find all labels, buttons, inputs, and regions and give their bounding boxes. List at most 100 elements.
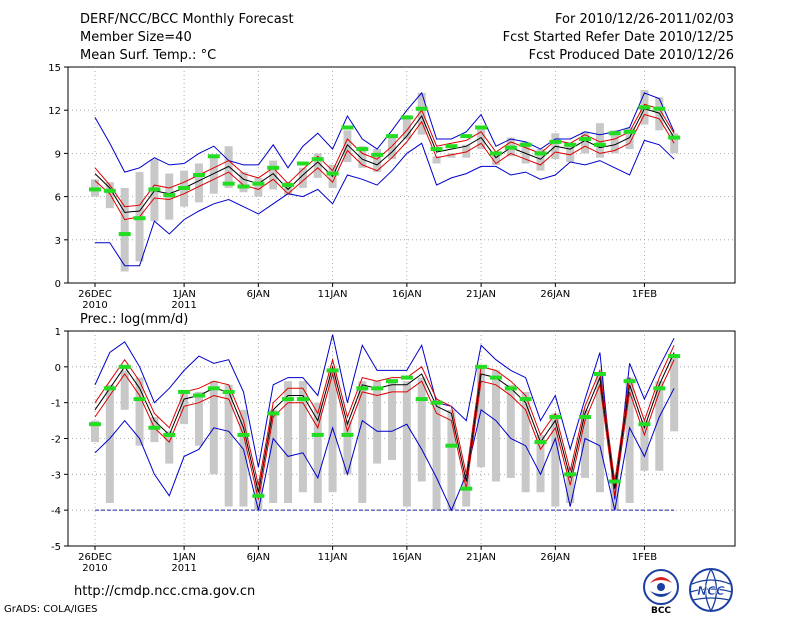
precip-obs-marker xyxy=(267,411,280,416)
precip-spread-bar xyxy=(595,374,604,493)
x-tick-label: 1FEB xyxy=(632,289,657,300)
precip-obs-marker xyxy=(326,368,339,373)
precip-obs-marker xyxy=(534,440,547,445)
bcc-logo-swirl-bottom xyxy=(650,591,672,597)
temp-obs-marker xyxy=(430,147,443,152)
temp-obs-marker xyxy=(118,232,131,237)
source-url[interactable]: http://cmdp.ncc.cma.gov.cn xyxy=(74,584,256,599)
temp-obs-marker xyxy=(668,135,681,140)
x-tick-label: 16JAN xyxy=(392,289,422,300)
precip-spread-bar xyxy=(91,420,99,443)
x-tick-label: 26DEC xyxy=(78,289,112,300)
precip-spread-bar xyxy=(284,381,293,503)
temp-obs-marker xyxy=(534,151,547,156)
temp-spread-bar xyxy=(447,153,456,158)
precip-obs-marker xyxy=(519,397,532,402)
precip-obs-marker xyxy=(475,364,488,369)
bcc-logo: BCC xyxy=(643,569,679,615)
precip-obs-marker xyxy=(103,386,116,391)
temp-obs-marker xyxy=(222,181,235,186)
bcc-logo-text: BCC xyxy=(651,606,671,615)
y-tick-label: -1 xyxy=(51,399,61,410)
temp-obs-marker xyxy=(356,147,369,152)
bcc-logo-center xyxy=(657,583,665,591)
temp-obs-marker xyxy=(163,193,176,198)
x-tick-label: 11JAN xyxy=(318,289,348,300)
precip-spread-bar xyxy=(655,381,664,471)
temp-obs-marker xyxy=(192,173,205,177)
y-tick-label: 15 xyxy=(48,63,61,74)
x-tick-label: 6JAN xyxy=(247,289,270,300)
temp-spread-bar xyxy=(625,127,634,150)
precip-spread-bar xyxy=(343,420,352,475)
temp-obs-marker xyxy=(252,181,265,186)
temp-obs-marker xyxy=(207,154,220,159)
precip-obs-marker xyxy=(252,493,265,498)
precip-obs-marker xyxy=(430,400,443,405)
temp-spread-bar xyxy=(120,187,129,272)
temp-spread-bar xyxy=(254,177,263,197)
precip-obs-marker xyxy=(192,393,205,398)
temp-obs-marker xyxy=(504,145,517,150)
precip-spread-bar xyxy=(506,384,515,478)
precip-lower-envelope-line xyxy=(94,388,675,512)
y-tick-label: 0 xyxy=(55,279,61,290)
precip-spread-bar xyxy=(373,381,382,464)
temp-upper-envelope-line xyxy=(94,91,675,173)
y-tick-label: -5 xyxy=(51,542,61,553)
ncc-logo-longitude-lines xyxy=(704,568,718,612)
precip-obs-marker xyxy=(89,422,101,427)
precip-obs-marker xyxy=(415,397,428,402)
temp-obs-marker xyxy=(326,171,339,176)
precip-obs-marker xyxy=(237,432,250,437)
temp-spread-bar xyxy=(610,130,619,154)
bcc-logo-swirl-top xyxy=(650,577,672,583)
temp-obs-marker xyxy=(267,165,280,170)
precip-obs-marker xyxy=(148,425,161,430)
temp-obs-marker xyxy=(460,134,473,139)
temp-obs-marker xyxy=(148,187,161,192)
y-tick-label: 12 xyxy=(48,106,61,117)
temp-spread-bar xyxy=(521,141,530,164)
temp-obs-marker xyxy=(579,137,592,141)
temp-ensemble-mean-line xyxy=(94,108,675,213)
precip-inner-lower-line xyxy=(94,359,675,500)
y-tick-label: -3 xyxy=(51,470,61,481)
y-tick-label: 1 xyxy=(55,327,61,338)
ncc-logo-text: NCC xyxy=(697,584,725,598)
temp-obs-marker xyxy=(296,161,309,166)
temp-obs-marker xyxy=(133,216,146,221)
temp-obs-marker xyxy=(282,183,295,188)
temp-spread-bar xyxy=(566,143,575,163)
precip-obs-marker xyxy=(504,386,517,391)
fcst-produced-date: Fcst Produced Date 2010/12/26 xyxy=(528,48,734,63)
precip-spread-bar xyxy=(477,366,486,468)
y-tick-label: 0 xyxy=(55,363,61,374)
precip-obs-marker xyxy=(460,486,473,491)
precip-spread-bar xyxy=(269,409,278,503)
precip-spread-bar xyxy=(625,377,634,503)
temp-obs-marker xyxy=(445,144,458,149)
y-tick-label: 3 xyxy=(55,236,61,247)
temp-spread-bar xyxy=(536,149,545,171)
y-tick-label: 6 xyxy=(55,193,61,204)
x-tick-sublabel: 2010 xyxy=(82,300,107,311)
x-tick-sublabel: 2010 xyxy=(82,563,107,574)
temp-obs-marker xyxy=(475,125,488,130)
precip-obs-marker xyxy=(445,443,458,448)
precip-spread-bar xyxy=(447,409,456,511)
precip-obs-marker xyxy=(222,389,235,394)
temp-obs-marker xyxy=(400,115,413,120)
precip-obs-marker xyxy=(341,432,354,437)
temp-spread-bar xyxy=(462,144,471,158)
precip-spread-bar xyxy=(521,391,530,493)
temp-obs-marker xyxy=(237,184,250,189)
temp-spread-bar xyxy=(358,146,367,168)
temp-spread-bar xyxy=(105,182,114,209)
grads-credit: GrADS: COLA/IGES xyxy=(4,604,98,615)
precip-spread-bar xyxy=(180,391,189,425)
temp-obs-marker xyxy=(593,142,606,147)
x-tick-label: 11JAN xyxy=(318,552,348,563)
